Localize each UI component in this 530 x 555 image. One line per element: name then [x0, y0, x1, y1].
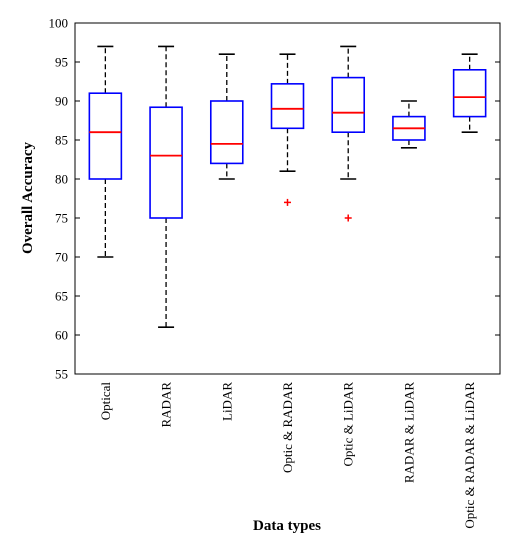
- x-tick-label: Optic & LiDAR: [341, 382, 356, 467]
- box-layer: [88, 45, 487, 329]
- y-tick-label: 70: [55, 250, 68, 265]
- box-group: [392, 100, 426, 149]
- plot-area-frame: [74, 22, 501, 375]
- box-group: [88, 45, 123, 258]
- y-tick-label: 55: [55, 367, 68, 382]
- x-tick-label: RADAR: [159, 382, 174, 428]
- x-tick-label: Optic & RADAR & LiDAR: [462, 382, 477, 529]
- x-axis-title: Data types: [253, 518, 321, 534]
- y-tick-label: 85: [55, 133, 68, 148]
- y-tick-label: 100: [49, 16, 69, 31]
- y-tick-label: 80: [55, 172, 68, 187]
- iqr-box: [270, 83, 305, 130]
- iqr-box: [149, 106, 183, 219]
- y-tick-layer: 55 60 65 70 75 80 85 90 95 100: [49, 16, 500, 382]
- x-tick-label: Optical: [98, 382, 113, 421]
- y-axis-title: Overall Accuracy: [20, 141, 36, 254]
- y-tick-label: 75: [55, 211, 68, 226]
- y-tick-label: 65: [55, 289, 68, 304]
- outlier-marker: [284, 198, 291, 206]
- iqr-box: [209, 100, 244, 165]
- iqr-box: [452, 69, 487, 118]
- iqr-box: [331, 76, 366, 133]
- x-tick-label: Optic & RADAR: [280, 382, 295, 473]
- box-group: [331, 45, 366, 222]
- iqr-box: [88, 92, 123, 180]
- box-group: [270, 53, 305, 206]
- box-group: [149, 45, 183, 329]
- box-group: [209, 53, 244, 180]
- y-tick-label: 60: [55, 328, 68, 343]
- y-tick-label: 90: [55, 94, 68, 109]
- x-tick-label: LiDAR: [219, 382, 234, 421]
- box-group: [452, 53, 487, 133]
- outlier-marker: [344, 214, 352, 222]
- x-tick-label-layer: Optical RADAR LiDAR Optic & RADAR Optic & Li…: [98, 382, 477, 529]
- x-tick-label: RADAR & LiDAR: [401, 382, 416, 483]
- y-tick-label: 95: [55, 55, 68, 70]
